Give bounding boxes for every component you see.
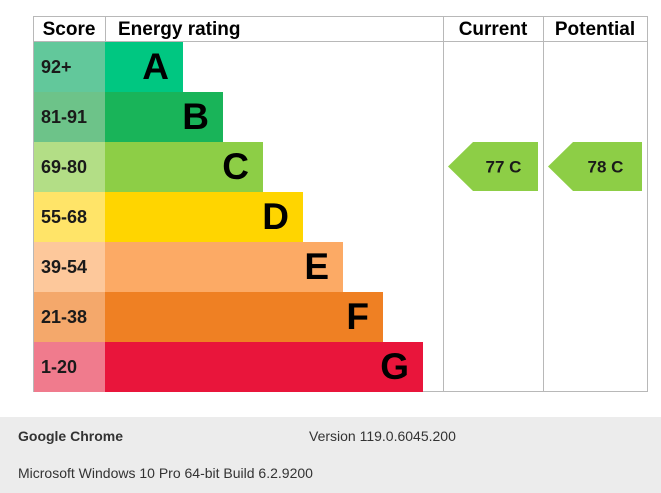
potential-rating-label: 78 C	[588, 158, 624, 177]
current-rating-arrow	[448, 142, 538, 191]
score-label-c: 69-80	[41, 157, 87, 177]
rating-bar-g	[105, 342, 423, 392]
score-cell-d	[34, 192, 105, 242]
current-rating-label: 77 C	[486, 158, 522, 177]
potential-rating-arrow	[548, 142, 642, 191]
energy-rating-chart: Score Energy rating Current Potential 92+ A 81…	[33, 16, 648, 392]
score-label-f: 21-38	[41, 307, 87, 327]
system-info-footer: Google Chrome Version 119.0.6045.200 Mic…	[0, 417, 661, 493]
header-energy-rating: Energy rating	[118, 19, 240, 40]
rating-letter-b: B	[182, 96, 209, 137]
score-label-g: 1-20	[41, 357, 77, 377]
rating-bar-b	[105, 92, 223, 142]
rating-letter-a: A	[142, 46, 169, 87]
rating-letter-c: C	[222, 146, 249, 187]
rating-bar-f	[105, 292, 383, 342]
score-label-d: 55-68	[41, 207, 87, 227]
score-cell-b	[34, 92, 105, 142]
rating-bar-e	[105, 242, 343, 292]
score-cell-a	[34, 42, 105, 92]
score-cell-g	[34, 342, 105, 392]
rating-letter-d: D	[262, 196, 289, 237]
score-cell-e	[34, 242, 105, 292]
browser-name: Google Chrome	[18, 428, 124, 444]
rating-letter-f: F	[346, 296, 369, 337]
rating-bar-a	[105, 42, 183, 92]
os-info: Microsoft Windows 10 Pro 64-bit Build 6.…	[18, 465, 313, 481]
rating-letter-e: E	[304, 246, 329, 287]
score-cell-f	[34, 292, 105, 342]
score-label-b: 81-91	[41, 107, 87, 127]
score-cell-c	[34, 142, 105, 192]
rating-bar-c	[105, 142, 263, 192]
rating-letter-g: G	[380, 346, 409, 387]
score-label-a: 92+	[41, 57, 72, 77]
score-label-e: 39-54	[41, 257, 87, 277]
browser-version: Version 119.0.6045.200	[309, 428, 456, 444]
header-potential: Potential	[555, 19, 635, 40]
rating-bar-d	[105, 192, 303, 242]
header-score: Score	[43, 19, 96, 40]
header-current: Current	[459, 19, 528, 40]
